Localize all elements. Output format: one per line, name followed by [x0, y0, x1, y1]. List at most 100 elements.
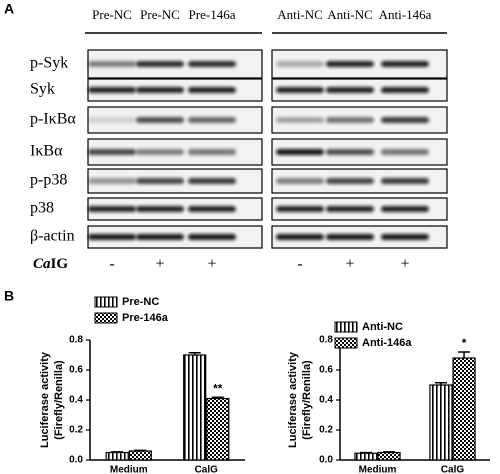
sign: -: [109, 256, 114, 273]
error-bar: [211, 396, 224, 399]
y-axis-label: (Firefly/Renilla): [301, 360, 313, 440]
legend-label: Anti-146a: [362, 337, 412, 349]
error-bar: [434, 382, 447, 385]
y-tick-label: 0.4: [319, 395, 333, 406]
error-bar: [359, 451, 372, 454]
y-axis-label: (Firefly/Renilla): [53, 360, 65, 440]
blot-band: [136, 234, 184, 240]
blot-band: [188, 117, 236, 123]
bar: [377, 451, 401, 461]
lane-header: Anti-146a: [379, 7, 432, 22]
blot-band: [381, 87, 429, 93]
blot-band: [88, 178, 136, 184]
blot-band: [136, 149, 184, 155]
x-tick-label: CalG: [195, 465, 219, 474]
treatment-suffix: IG: [50, 256, 68, 272]
error-bar: [458, 351, 471, 358]
blot-band: [188, 149, 236, 155]
blot-band: [326, 234, 374, 240]
bar: [206, 397, 230, 461]
legend-swatch: [94, 312, 118, 324]
legend-label: Pre-NC: [122, 296, 159, 308]
x-tick-label: Medium: [110, 465, 148, 474]
row-label: IκBα: [30, 143, 63, 160]
blot-band: [326, 61, 374, 67]
blot-band: [136, 178, 184, 184]
blot-band: [188, 61, 236, 67]
error-bar: [383, 451, 396, 453]
blot-band: [326, 149, 374, 155]
y-tick-label: 0.0: [69, 455, 83, 466]
sign: +: [400, 256, 409, 273]
bar: [429, 384, 453, 461]
blot-band: [136, 87, 184, 93]
blot-band: [188, 234, 236, 240]
legend-swatch: [334, 337, 358, 349]
x-tick-label: Medium: [359, 465, 397, 474]
blot-band: [188, 178, 236, 184]
y-tick-label: 0.4: [69, 395, 83, 406]
blot-band: [136, 206, 184, 212]
error-bar: [188, 352, 201, 355]
significance: *: [462, 336, 467, 350]
row-label: β-actin: [30, 228, 75, 245]
blot-band: [88, 206, 136, 212]
error-bar: [134, 449, 147, 452]
treatment-label: CaIG: [33, 256, 68, 272]
blot-band: [88, 149, 136, 155]
bar: [452, 357, 476, 461]
bar: [354, 452, 378, 461]
blot-band: [88, 234, 136, 240]
legend-label: Pre-146a: [122, 312, 169, 324]
lane-header: Anti-NC: [327, 7, 373, 22]
lane-header: Pre-NC: [92, 7, 132, 22]
blot-band: [326, 87, 374, 93]
y-tick-label: 0.0: [319, 455, 333, 466]
y-axis-label: Luciferase activity: [39, 351, 51, 448]
bar: [128, 450, 152, 461]
blot-band: [326, 117, 374, 123]
blot-band: [136, 117, 184, 123]
bar: [105, 451, 129, 461]
blot-band: [88, 87, 136, 93]
lane-header: Anti-NC: [277, 7, 323, 22]
row-label: p-Syk: [30, 55, 68, 72]
sign: +: [345, 256, 354, 273]
sign: -: [297, 256, 302, 273]
sign: +: [207, 256, 216, 273]
blot-band: [381, 117, 429, 123]
blot-band: [276, 87, 324, 93]
row-label: p-p38: [30, 172, 67, 189]
blot-band: [136, 61, 184, 67]
panel-label: B: [4, 288, 14, 304]
row-label: Syk: [30, 81, 55, 98]
blot-band: [276, 178, 324, 184]
blot-band: [276, 149, 324, 155]
blot-band: [188, 206, 236, 212]
error-bar: [111, 451, 124, 453]
blot-band: [88, 117, 136, 123]
blot-band: [326, 206, 374, 212]
y-tick-label: 0.8: [319, 335, 333, 346]
panel-label: A: [4, 1, 14, 17]
significance: **: [213, 381, 223, 395]
blot-band: [276, 206, 324, 212]
sign: +: [155, 256, 164, 273]
x-tick-label: CalG: [441, 465, 465, 474]
row-label: p38: [30, 200, 54, 217]
y-tick-label: 0.6: [69, 365, 83, 376]
blot-band: [381, 178, 429, 184]
lane-header: Pre-NC: [140, 7, 180, 22]
blot-band: [326, 178, 374, 184]
legend-swatch: [334, 321, 358, 333]
blot-band: [188, 87, 236, 93]
blot-band: [381, 149, 429, 155]
blot-band: [276, 234, 324, 240]
y-axis-label: Luciferase activity: [287, 351, 299, 448]
legend-swatch: [94, 296, 118, 308]
lane-header: Pre-146a: [189, 7, 236, 22]
y-tick-label: 0.8: [69, 335, 83, 346]
blot-band: [381, 206, 429, 212]
blot-band: [381, 234, 429, 240]
